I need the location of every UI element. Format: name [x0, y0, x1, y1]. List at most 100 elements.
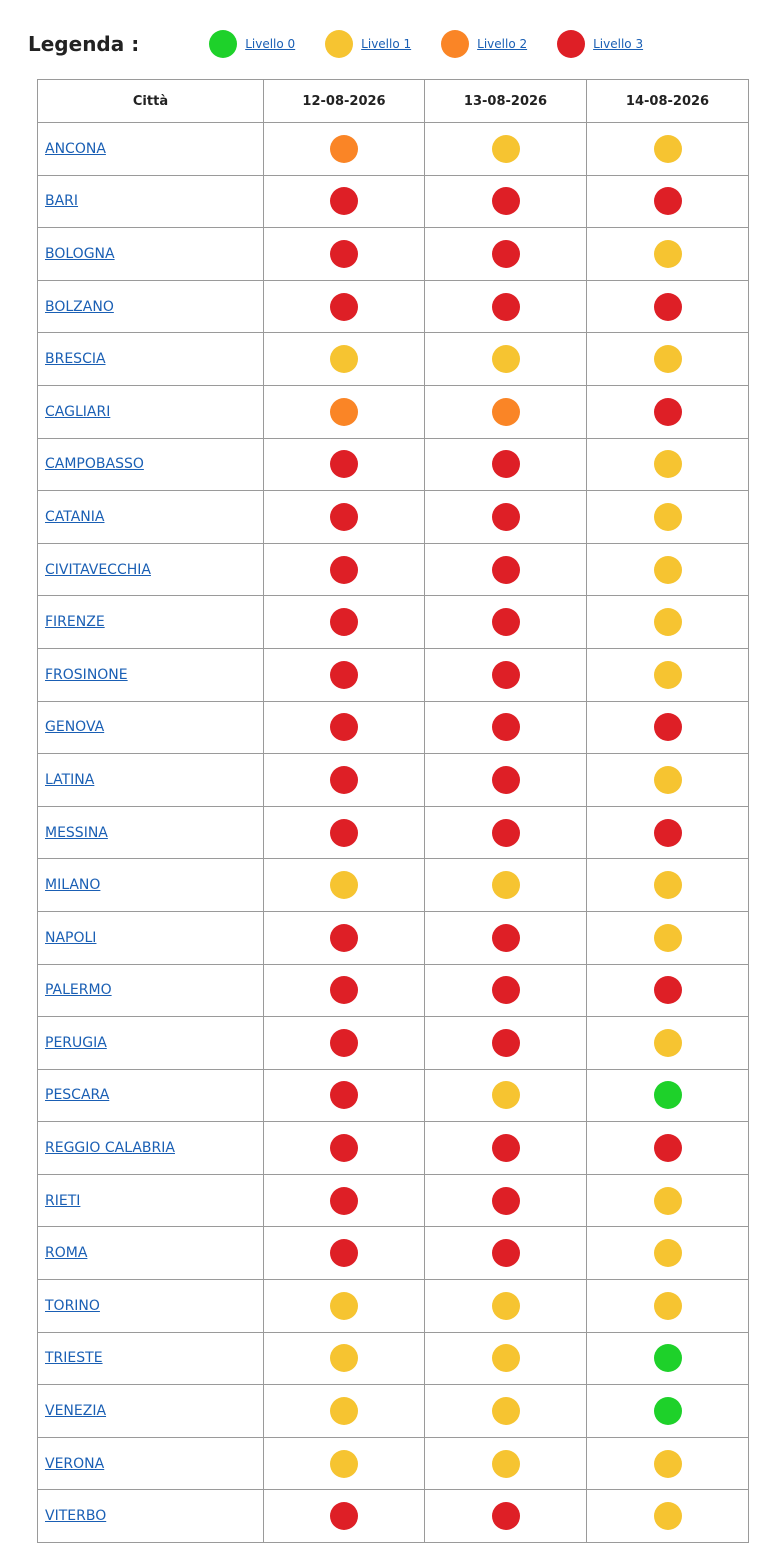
level-dot [653, 345, 682, 374]
city-link[interactable]: RIETI [45, 1192, 81, 1209]
table-row: BOLZANO [37, 279, 749, 334]
city-link[interactable]: CAGLIARI [45, 403, 111, 420]
table-row: GENOVA [37, 700, 749, 755]
level-dot [653, 765, 682, 794]
city-link[interactable]: PALERMO [45, 982, 112, 999]
city-link[interactable]: GENOVA [45, 719, 105, 736]
city-cell: TORINO [37, 1279, 264, 1333]
city-link[interactable]: FROSINONE [45, 666, 128, 683]
legend-label[interactable]: Livello 1 [361, 37, 412, 51]
city-cell: BOLOGNA [37, 227, 264, 281]
city-cell: MILANO [37, 858, 264, 912]
level-cell [586, 1384, 749, 1438]
city-link[interactable]: TRIESTE [45, 1350, 103, 1367]
level-cell [263, 1226, 425, 1281]
city-link[interactable]: ANCONA [45, 140, 106, 157]
city-link[interactable]: VERONA [45, 1455, 105, 1472]
level-dot [330, 187, 358, 216]
level-dot [491, 292, 520, 321]
level-dot [653, 292, 682, 321]
level-cell [263, 1121, 425, 1175]
city-cell: LATINA [37, 753, 264, 807]
level-dot [491, 1502, 520, 1531]
legend-dot [441, 30, 470, 58]
city-link[interactable]: MESSINA [45, 824, 108, 841]
legend-item[interactable]: Livello 2 [441, 30, 527, 58]
level-dot [330, 871, 358, 900]
city-link[interactable]: CAMPOBASSO [45, 456, 144, 473]
city-link[interactable]: PERUGIA [45, 1034, 107, 1051]
table-row: FIRENZE [37, 595, 749, 649]
level-cell [586, 490, 749, 544]
level-cell [586, 1016, 749, 1070]
city-link[interactable]: ROMA [45, 1245, 88, 1262]
level-dot [491, 1291, 520, 1320]
level-cell [424, 332, 587, 386]
city-link[interactable]: NAPOLI [45, 929, 97, 946]
level-dot [653, 1081, 682, 1110]
city-link[interactable]: BRESCIA [45, 351, 106, 368]
table-row: CAGLIARI [37, 384, 749, 439]
level-dot [491, 345, 520, 374]
city-link[interactable]: BOLZANO [45, 298, 114, 315]
level-cell [424, 1384, 587, 1438]
city-link[interactable]: CATANIA [45, 508, 105, 525]
level-cell [263, 858, 425, 912]
legend-item[interactable]: Livello 0 [209, 30, 295, 58]
city-link[interactable]: FIRENZE [45, 614, 105, 631]
level-dot [653, 555, 682, 584]
table-row: PERUGIA [37, 1016, 749, 1070]
city-link[interactable]: CIVITAVECCHIA [45, 561, 151, 578]
legend-label[interactable]: Livello 2 [477, 37, 528, 51]
level-cell [424, 384, 587, 439]
table-row: LATINA [37, 753, 749, 807]
level-dot [330, 1449, 358, 1478]
level-dot [491, 1134, 520, 1163]
level-cell [586, 332, 749, 386]
legend-item[interactable]: Livello 1 [325, 30, 411, 58]
city-cell: MESSINA [37, 805, 264, 860]
level-cell [263, 753, 425, 807]
city-link[interactable]: TORINO [45, 1297, 100, 1314]
level-dot [653, 1502, 682, 1531]
level-dot [330, 450, 358, 479]
level-cell [424, 1121, 587, 1175]
level-dot [653, 818, 682, 847]
level-cell [263, 1384, 425, 1438]
city-link[interactable]: VITERBO [45, 1508, 107, 1525]
table-row: ANCONA [37, 122, 749, 176]
city-link[interactable]: BOLOGNA [45, 245, 115, 262]
level-cell [424, 490, 587, 544]
level-cell [424, 1226, 587, 1281]
city-cell: CAGLIARI [37, 384, 264, 439]
table-row: CIVITAVECCHIA [37, 542, 749, 597]
legend-label[interactable]: Livello 3 [593, 37, 644, 51]
table-row: MESSINA [37, 805, 749, 860]
level-cell [424, 1489, 587, 1544]
city-link[interactable]: LATINA [45, 771, 95, 788]
level-cell [424, 174, 587, 229]
level-dot [653, 134, 682, 163]
table-row: REGGIO CALABRIA [37, 1121, 749, 1175]
city-link[interactable]: REGGIO CALABRIA [45, 1140, 175, 1157]
city-link[interactable]: BARI [45, 193, 79, 210]
legend-label[interactable]: Livello 0 [245, 37, 296, 51]
level-dot [330, 1028, 358, 1057]
city-link[interactable]: VENEZIA [45, 1403, 107, 1420]
level-cell [586, 858, 749, 912]
level-cell [586, 122, 749, 176]
level-cell [586, 1121, 749, 1175]
level-cell [586, 279, 749, 334]
level-dot [491, 187, 520, 216]
level-cell [263, 1489, 425, 1544]
legend-item[interactable]: Livello 3 [557, 30, 643, 58]
level-cell [424, 1173, 587, 1228]
level-cell [263, 1173, 425, 1228]
city-link[interactable]: MILANO [45, 877, 101, 894]
level-cell [586, 384, 749, 439]
city-link[interactable]: PESCARA [45, 1087, 110, 1104]
city-cell: ANCONA [37, 122, 264, 176]
level-dot [330, 1344, 358, 1373]
level-dot [653, 976, 682, 1005]
level-cell [263, 595, 425, 649]
